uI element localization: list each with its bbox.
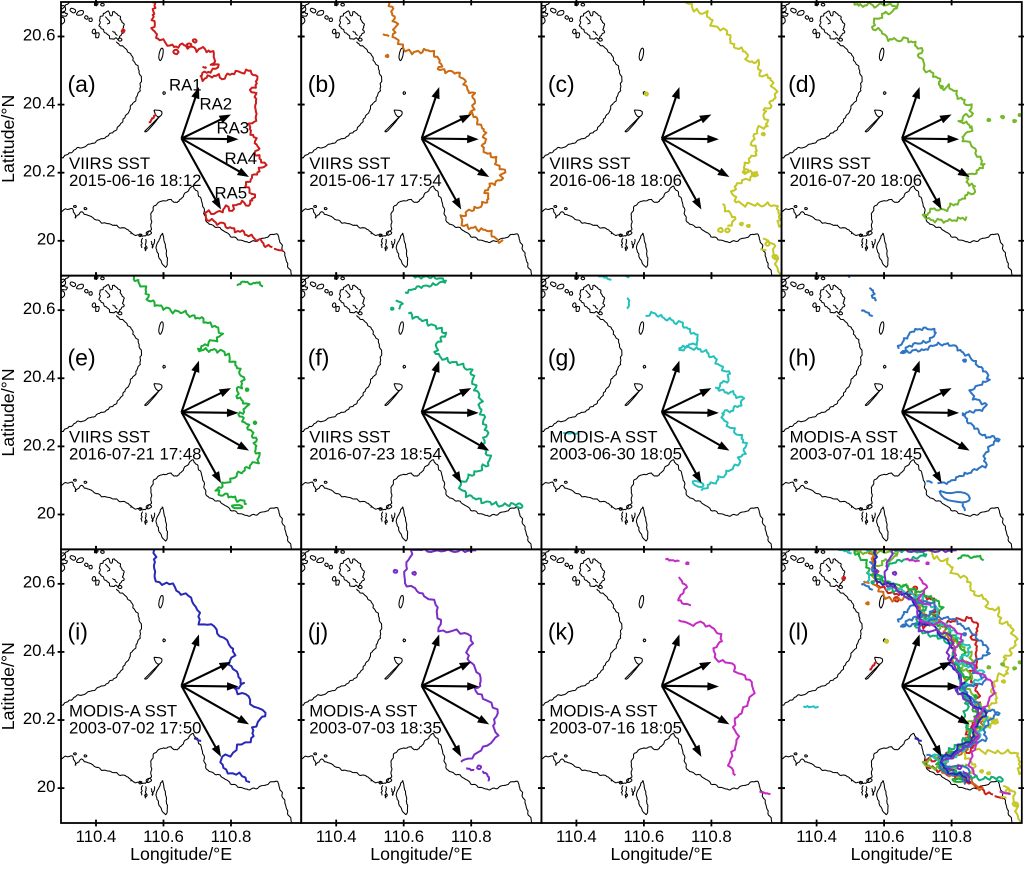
- svg-text:20.6: 20.6: [23, 25, 56, 44]
- svg-text:110.4: 110.4: [556, 827, 597, 846]
- svg-text:VIIRS SST: VIIRS SST: [309, 428, 390, 447]
- svg-text:(h): (h): [788, 345, 816, 371]
- svg-text:2016-07-21 17:48: 2016-07-21 17:48: [69, 445, 202, 464]
- svg-text:RA2: RA2: [200, 95, 233, 114]
- svg-text:2003-07-16 18:05: 2003-07-16 18:05: [549, 718, 682, 737]
- svg-text:(l): (l): [788, 618, 808, 644]
- svg-text:2016-07-20 18:06: 2016-07-20 18:06: [790, 171, 923, 190]
- svg-text:RA3: RA3: [217, 119, 250, 138]
- svg-text:110.4: 110.4: [76, 827, 117, 846]
- svg-text:MODIS-A SST: MODIS-A SST: [549, 701, 657, 720]
- svg-text:(f): (f): [308, 345, 330, 371]
- svg-text:110.4: 110.4: [316, 827, 357, 846]
- svg-text:MODIS-A SST: MODIS-A SST: [790, 428, 898, 447]
- svg-text:20.4: 20.4: [23, 367, 56, 386]
- svg-text:Latitude/°N: Latitude/°N: [0, 642, 18, 730]
- svg-text:(d): (d): [788, 71, 816, 97]
- svg-text:2015-06-16 18:12: 2015-06-16 18:12: [69, 171, 202, 190]
- svg-text:2016-06-18 18:06: 2016-06-18 18:06: [549, 171, 682, 190]
- svg-text:(a): (a): [68, 71, 96, 97]
- svg-text:MODIS-A SST: MODIS-A SST: [309, 701, 417, 720]
- svg-text:(i): (i): [68, 618, 88, 644]
- svg-text:VIIRS SST: VIIRS SST: [69, 428, 150, 447]
- svg-text:Longitude/°E: Longitude/°E: [610, 844, 712, 864]
- svg-text:Longitude/°E: Longitude/°E: [851, 844, 953, 864]
- svg-text:20.4: 20.4: [23, 641, 56, 660]
- svg-text:RA4: RA4: [225, 149, 258, 168]
- svg-text:110.8: 110.8: [451, 827, 492, 846]
- svg-text:VIIRS SST: VIIRS SST: [309, 154, 390, 173]
- svg-text:20: 20: [37, 777, 56, 796]
- svg-text:20: 20: [37, 230, 56, 249]
- svg-text:110.8: 110.8: [931, 827, 972, 846]
- svg-text:Longitude/°E: Longitude/°E: [130, 844, 232, 864]
- svg-text:MODIS-A SST: MODIS-A SST: [549, 428, 657, 447]
- svg-text:20.2: 20.2: [23, 709, 56, 728]
- svg-text:2003-06-30 18:05: 2003-06-30 18:05: [549, 445, 682, 464]
- svg-text:110.6: 110.6: [624, 827, 665, 846]
- svg-text:(j): (j): [308, 618, 328, 644]
- svg-text:Latitude/°N: Latitude/°N: [0, 95, 18, 183]
- svg-text:110.6: 110.6: [143, 827, 184, 846]
- svg-text:(g): (g): [548, 345, 576, 371]
- svg-text:110.6: 110.6: [383, 827, 424, 846]
- svg-text:RA1: RA1: [169, 76, 202, 95]
- svg-text:110.8: 110.8: [211, 827, 252, 846]
- svg-text:MODIS-A SST: MODIS-A SST: [69, 701, 177, 720]
- svg-text:Latitude/°N: Latitude/°N: [0, 368, 18, 456]
- svg-text:20.2: 20.2: [23, 162, 56, 181]
- svg-text:2015-06-17 17:54: 2015-06-17 17:54: [309, 171, 442, 190]
- svg-text:2003-07-03 18:35: 2003-07-03 18:35: [309, 718, 442, 737]
- svg-text:RA5: RA5: [215, 184, 248, 203]
- svg-text:110.6: 110.6: [864, 827, 905, 846]
- svg-text:20: 20: [37, 503, 56, 522]
- svg-text:VIIRS SST: VIIRS SST: [790, 154, 871, 173]
- svg-text:20.2: 20.2: [23, 435, 56, 454]
- svg-text:110.4: 110.4: [796, 827, 837, 846]
- svg-text:20.4: 20.4: [23, 94, 56, 113]
- svg-text:Longitude/°E: Longitude/°E: [370, 844, 472, 864]
- svg-text:20.6: 20.6: [23, 299, 56, 318]
- svg-text:2016-07-23 18:54: 2016-07-23 18:54: [309, 445, 442, 464]
- svg-text:110.8: 110.8: [691, 827, 732, 846]
- svg-text:2003-07-02 17:50: 2003-07-02 17:50: [69, 718, 202, 737]
- svg-text:2003-07-01 18:45: 2003-07-01 18:45: [790, 445, 923, 464]
- svg-text:(b): (b): [308, 71, 336, 97]
- svg-text:(k): (k): [548, 618, 575, 644]
- svg-text:(e): (e): [68, 345, 96, 371]
- svg-text:VIIRS SST: VIIRS SST: [549, 154, 630, 173]
- svg-text:(c): (c): [548, 71, 575, 97]
- svg-text:20.6: 20.6: [23, 573, 56, 592]
- svg-text:VIIRS SST: VIIRS SST: [69, 154, 150, 173]
